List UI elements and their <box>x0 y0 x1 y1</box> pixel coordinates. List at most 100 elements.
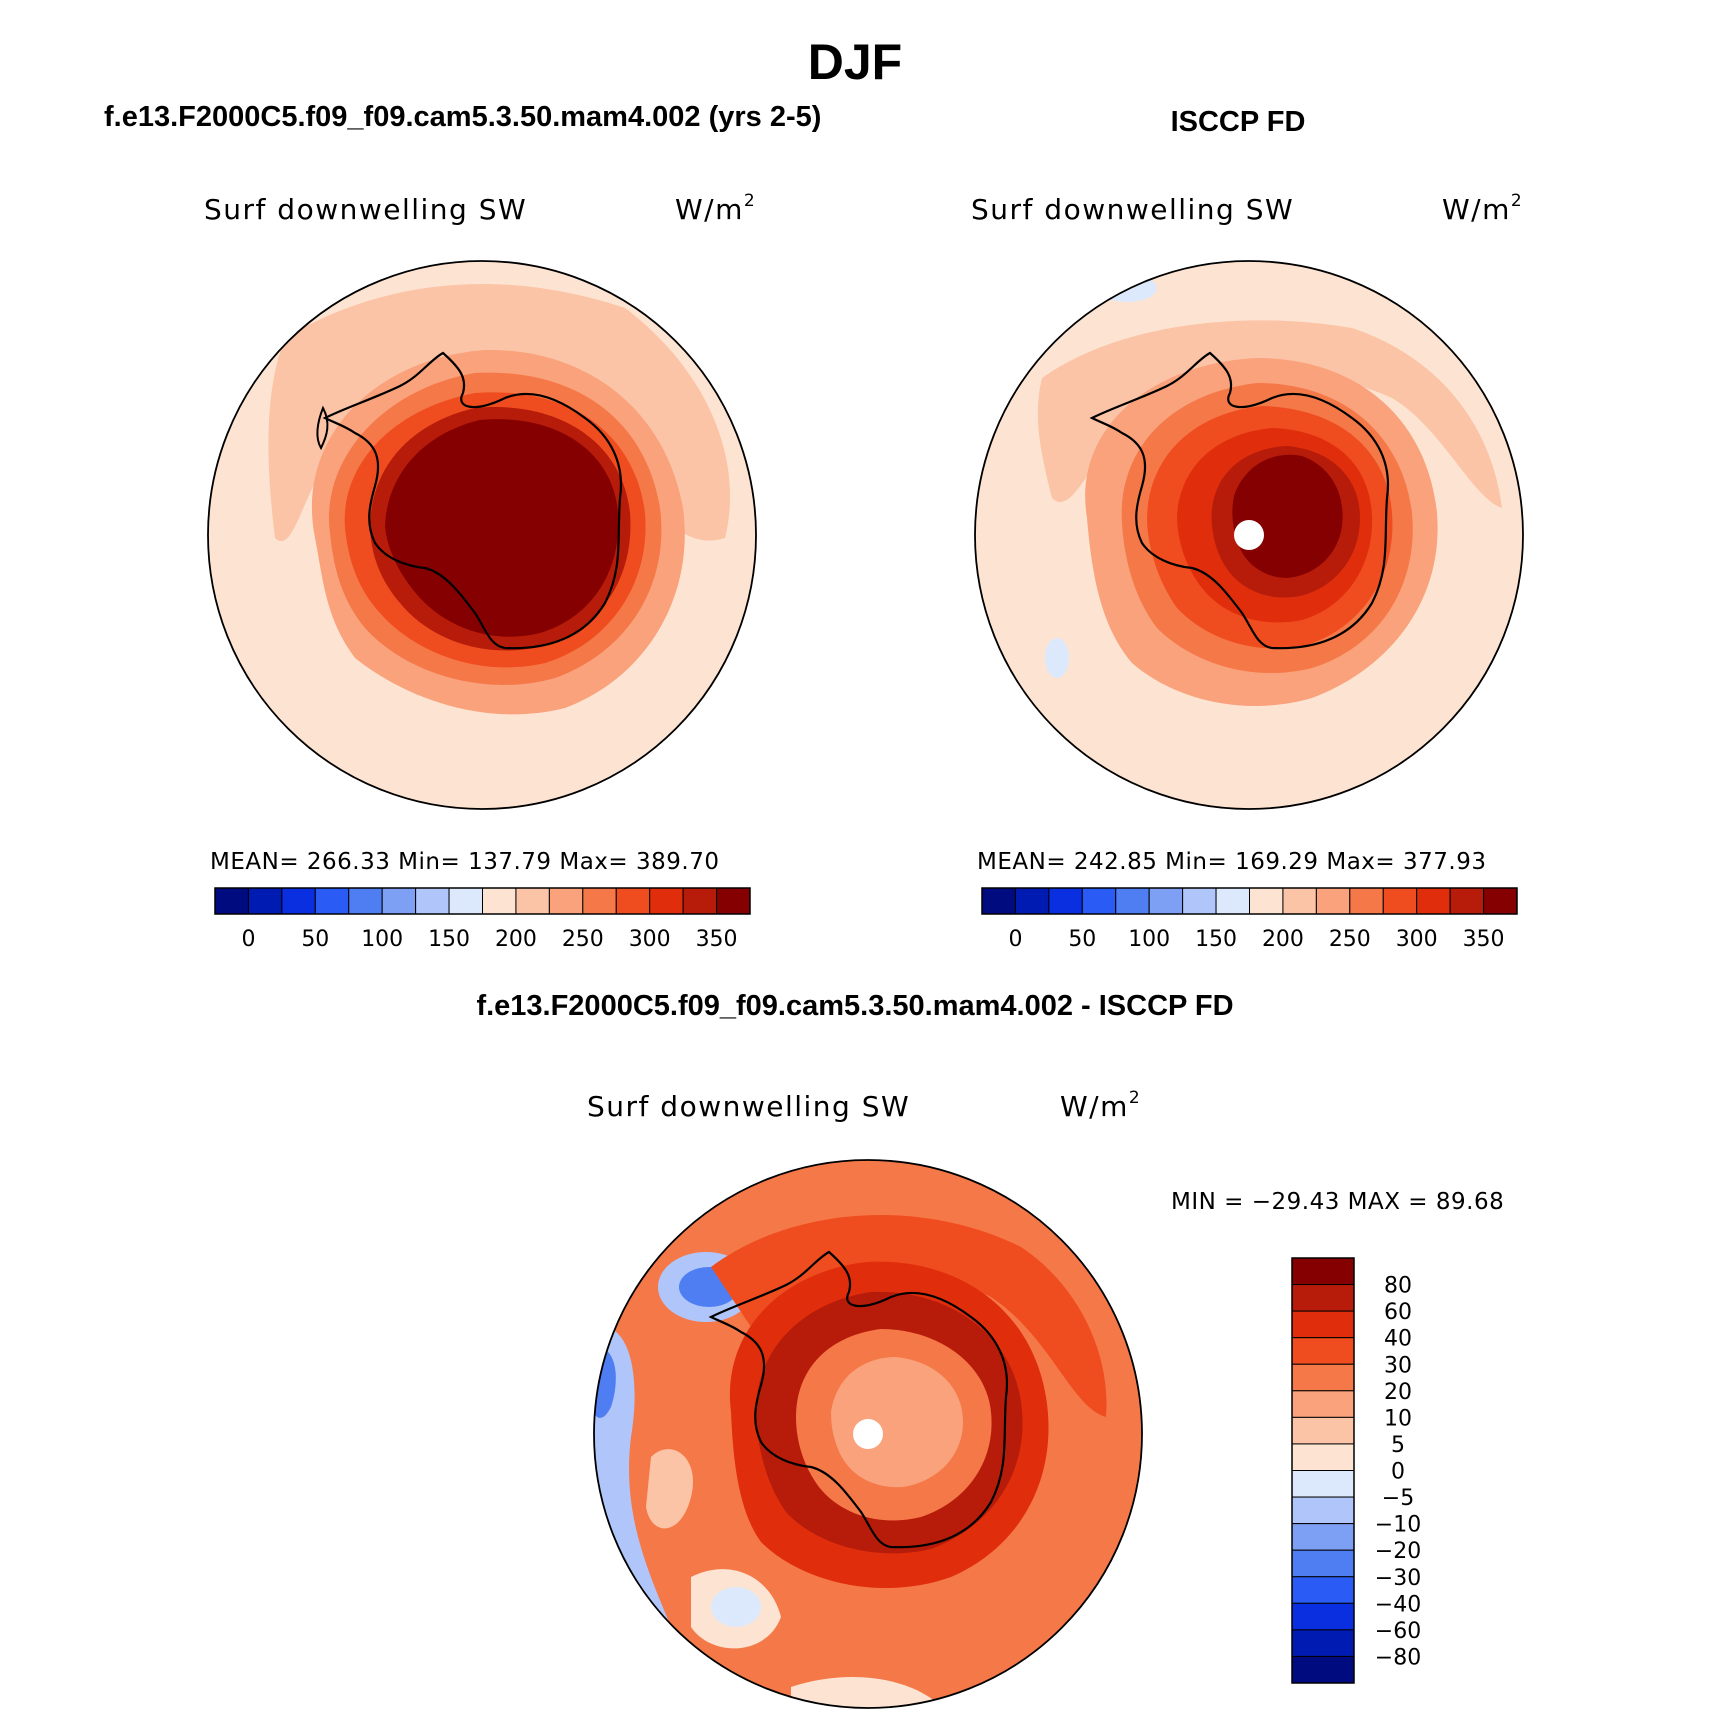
page-title: DJF <box>807 34 903 90</box>
colorbar-swatch <box>348 887 383 915</box>
colorbar-tick-label: 250 <box>1329 927 1371 952</box>
colorbar-tick-label: 150 <box>1195 927 1237 952</box>
colorbar-swatch <box>615 887 651 915</box>
diff-polar-map <box>593 1159 1143 1709</box>
colorbar-tick-label: −80 <box>1375 1645 1421 1670</box>
colorbar-swatch <box>1291 1549 1355 1578</box>
colorbar-swatch <box>1349 887 1384 915</box>
colorbar-swatch <box>1483 887 1518 915</box>
colorbar-swatch <box>649 887 684 915</box>
colorbar-swatch <box>1291 1443 1355 1471</box>
colorbar-tick-label: 60 <box>1384 1300 1412 1325</box>
colorbar-swatch <box>448 887 483 915</box>
colorbar-tick-label: 200 <box>1262 927 1304 952</box>
colorbar-tick-label: −10 <box>1375 1513 1421 1538</box>
colorbar-swatch <box>548 887 584 915</box>
colorbar-swatch <box>1215 887 1250 915</box>
ocean-band-30 <box>711 1214 1107 1417</box>
colorbar-tick-label: 300 <box>629 927 671 952</box>
ocean-band-225 <box>268 284 731 542</box>
diff-variable-label: Surf downwelling SW <box>587 1090 911 1123</box>
model-colorbar: 0 50 100 150 200 250 300 350 <box>214 887 751 952</box>
colorbar-swatch <box>1291 1337 1355 1365</box>
colorbar-swatch <box>381 887 417 915</box>
colorbar-tick-label: −20 <box>1375 1539 1421 1564</box>
ocean-band-225 <box>1037 320 1502 508</box>
colorbar-tick-label: 0 <box>1008 927 1022 952</box>
model-unit-label: W/m2 <box>675 190 757 226</box>
model-panel-title: f.e13.F2000C5.f09_f09.cam5.3.50.mam4.002… <box>104 101 822 133</box>
colorbar-swatch <box>1148 887 1184 915</box>
obs-colorbar: 0 50 100 150 200 250 300 350 <box>981 887 1518 952</box>
colorbar-swatch <box>716 887 751 915</box>
colorbar-tick-label: 80 <box>1384 1274 1412 1299</box>
colorbar-tick-label: 350 <box>696 927 738 952</box>
colorbar-swatch <box>1291 1363 1355 1392</box>
colorbar-swatch <box>1249 887 1284 915</box>
obs-polar-map <box>974 260 1524 810</box>
colorbar-swatch <box>314 887 350 915</box>
colorbar-swatch <box>582 887 617 915</box>
antarctica-coastline <box>322 351 623 650</box>
colorbar-tick-label: 20 <box>1384 1380 1412 1405</box>
interior-band-10 <box>831 1357 963 1488</box>
colorbar-swatch <box>214 887 249 915</box>
colorbar-swatch <box>1115 887 1150 915</box>
colorbar-tick-label: 100 <box>361 927 403 952</box>
colorbar-tick-label: 40 <box>1384 1327 1412 1352</box>
colorbar-tick-label: 0 <box>1391 1460 1405 1485</box>
colorbar-swatch <box>1291 1284 1355 1312</box>
colorbar-tick-label: 150 <box>428 927 470 952</box>
colorbar-swatch <box>1291 1655 1355 1684</box>
pole-hole <box>1234 520 1264 550</box>
colorbar-swatch <box>1282 887 1317 915</box>
colorbar-tick-label: 250 <box>562 927 604 952</box>
colorbar-swatch <box>1449 887 1485 915</box>
colorbar-swatch <box>1416 887 1451 915</box>
colorbar-tick-label: −60 <box>1375 1619 1421 1644</box>
colorbar-swatch <box>1291 1470 1355 1498</box>
colorbar-swatch <box>281 887 316 915</box>
colorbar-swatch <box>981 887 1016 915</box>
colorbar-tick-label: −30 <box>1375 1566 1421 1591</box>
colorbar-tick-label: 300 <box>1396 927 1438 952</box>
colorbar-tick-label: 100 <box>1128 927 1170 952</box>
colorbar-tick-label: 5 <box>1391 1433 1405 1458</box>
obs-stats: MEAN= 242.85 Min= 169.29 Max= 377.93 <box>977 849 1487 875</box>
colorbar-tick-label: 10 <box>1384 1406 1412 1431</box>
obs-panel-title: ISCCP FD <box>1170 106 1306 138</box>
colorbar-tick-label: 50 <box>301 927 329 952</box>
colorbar-swatch <box>682 887 718 915</box>
colorbar-swatch <box>415 887 450 915</box>
model-variable-label: Surf downwelling SW <box>204 193 528 226</box>
map-border <box>207 260 757 810</box>
colorbar-tick-label: 30 <box>1384 1353 1412 1378</box>
interior-band-350 <box>385 419 619 637</box>
colorbar-swatch <box>515 887 550 915</box>
colorbar-swatch <box>1291 1629 1355 1657</box>
colorbar-swatch <box>1182 887 1217 915</box>
colorbar-swatch <box>247 887 283 915</box>
map-border <box>974 260 1524 810</box>
colorbar-swatch <box>482 887 517 915</box>
colorbar-swatch <box>1291 1310 1355 1339</box>
colorbar-tick-label: 50 <box>1068 927 1096 952</box>
pole-hole <box>853 1419 883 1449</box>
colorbar-swatch <box>1315 887 1351 915</box>
diff-panel-title: f.e13.F2000C5.f09_f09.cam5.3.50.mam4.002… <box>476 990 1234 1022</box>
colorbar-swatch <box>1048 887 1083 915</box>
obs-variable-label: Surf downwelling SW <box>971 193 1295 226</box>
antarctica-coastline <box>1089 351 1390 650</box>
colorbar-swatch <box>1291 1602 1355 1631</box>
colorbar-swatch <box>1081 887 1117 915</box>
model-stats: MEAN= 266.33 Min= 137.79 Max= 389.70 <box>210 849 720 875</box>
colorbar-tick-label: 200 <box>495 927 537 952</box>
colorbar-swatch <box>1291 1257 1355 1286</box>
obs-unit-label: W/m2 <box>1442 190 1524 226</box>
colorbar-swatch <box>1291 1416 1355 1445</box>
model-polar-map <box>207 260 757 810</box>
colorbar-tick-label: −5 <box>1382 1486 1414 1511</box>
colorbar-swatch <box>1014 887 1050 915</box>
colorbar-swatch <box>1291 1390 1355 1418</box>
